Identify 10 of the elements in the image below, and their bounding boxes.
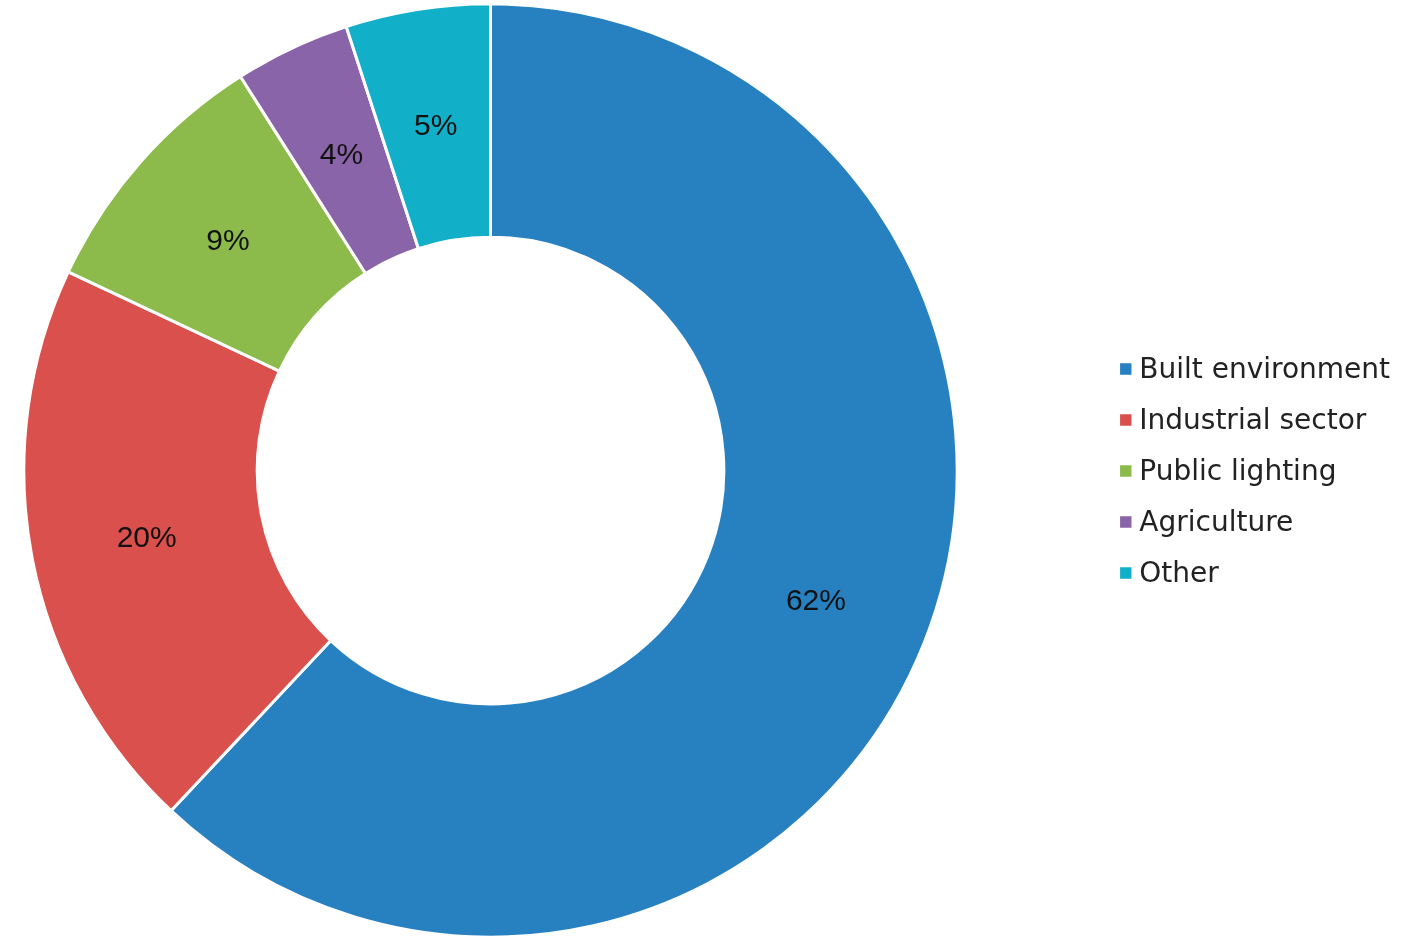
legend-label: Built environment (1139, 351, 1390, 385)
data-label: 4% (319, 137, 364, 171)
data-label: 9% (206, 222, 250, 256)
data-label: 62% (785, 582, 846, 616)
legend-label: Public lighting (1139, 453, 1337, 487)
legend-label: Industrial sector (1139, 402, 1367, 436)
data-label: 20% (116, 519, 177, 553)
legend-label: Other (1139, 555, 1219, 589)
data-label: 5% (414, 108, 458, 142)
legend-label: Agriculture (1139, 504, 1294, 538)
